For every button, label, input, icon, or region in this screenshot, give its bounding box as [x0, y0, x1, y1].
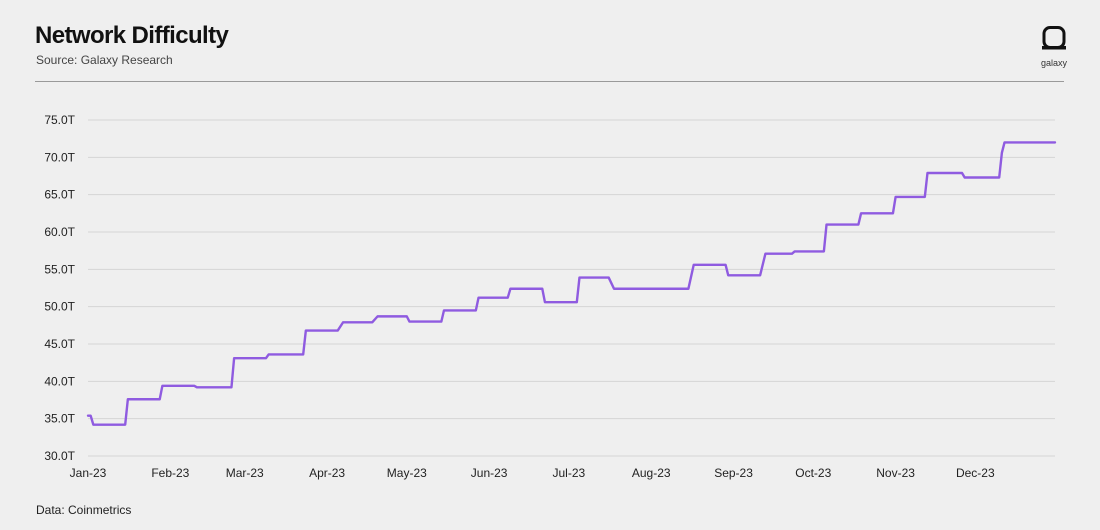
x-tick-label: Jul-23 [552, 466, 585, 480]
y-axis: 30.0T 35.0T 40.0T 45.0T 50.0T 55.0T 60.0T 65.0T… [44, 113, 75, 463]
logo-text: galaxy [1040, 58, 1067, 68]
x-tick-label: Apr-23 [309, 466, 345, 480]
header-divider [35, 81, 1064, 82]
data-source-note: Data: Coinmetrics [36, 503, 132, 517]
y-tick-label: 45.0T [44, 337, 75, 351]
series-line-network-difficulty [86, 141, 1057, 426]
y-tick-label: 60.0T [44, 225, 75, 239]
x-tick-label: Dec-23 [956, 466, 995, 480]
y-tick-label: 40.0T [44, 374, 75, 388]
y-tick-label: 70.0T [44, 150, 75, 164]
x-axis: Jan-23 Feb-23 Mar-23 Apr-23 May-23 Jun-23 Jul-… [70, 466, 995, 480]
x-tick-label: Mar-23 [226, 466, 264, 480]
x-tick-label: Jun-23 [471, 466, 508, 480]
x-tick-label: Feb-23 [151, 466, 189, 480]
x-tick-label: Oct-23 [795, 466, 831, 480]
galaxy-logo: galaxy [1034, 26, 1074, 68]
series-layer [86, 141, 1057, 426]
y-tick-label: 65.0T [44, 188, 75, 202]
x-tick-label: Aug-23 [632, 466, 671, 480]
grid-lines [88, 119, 1055, 457]
x-tick-label: Nov-23 [876, 466, 915, 480]
y-tick-label: 30.0T [44, 449, 75, 463]
y-tick-label: 55.0T [44, 262, 75, 276]
chart-subtitle: Source: Galaxy Research [36, 53, 173, 67]
x-tick-label: Jan-23 [70, 466, 107, 480]
x-tick-label: May-23 [387, 466, 427, 480]
chart-title: Network Difficulty [35, 22, 229, 49]
x-tick-label: Sep-23 [714, 466, 753, 480]
galaxy-logo-icon [1042, 26, 1066, 50]
y-tick-label: 75.0T [44, 113, 75, 127]
y-tick-label: 50.0T [44, 300, 75, 314]
y-tick-label: 35.0T [44, 412, 75, 426]
